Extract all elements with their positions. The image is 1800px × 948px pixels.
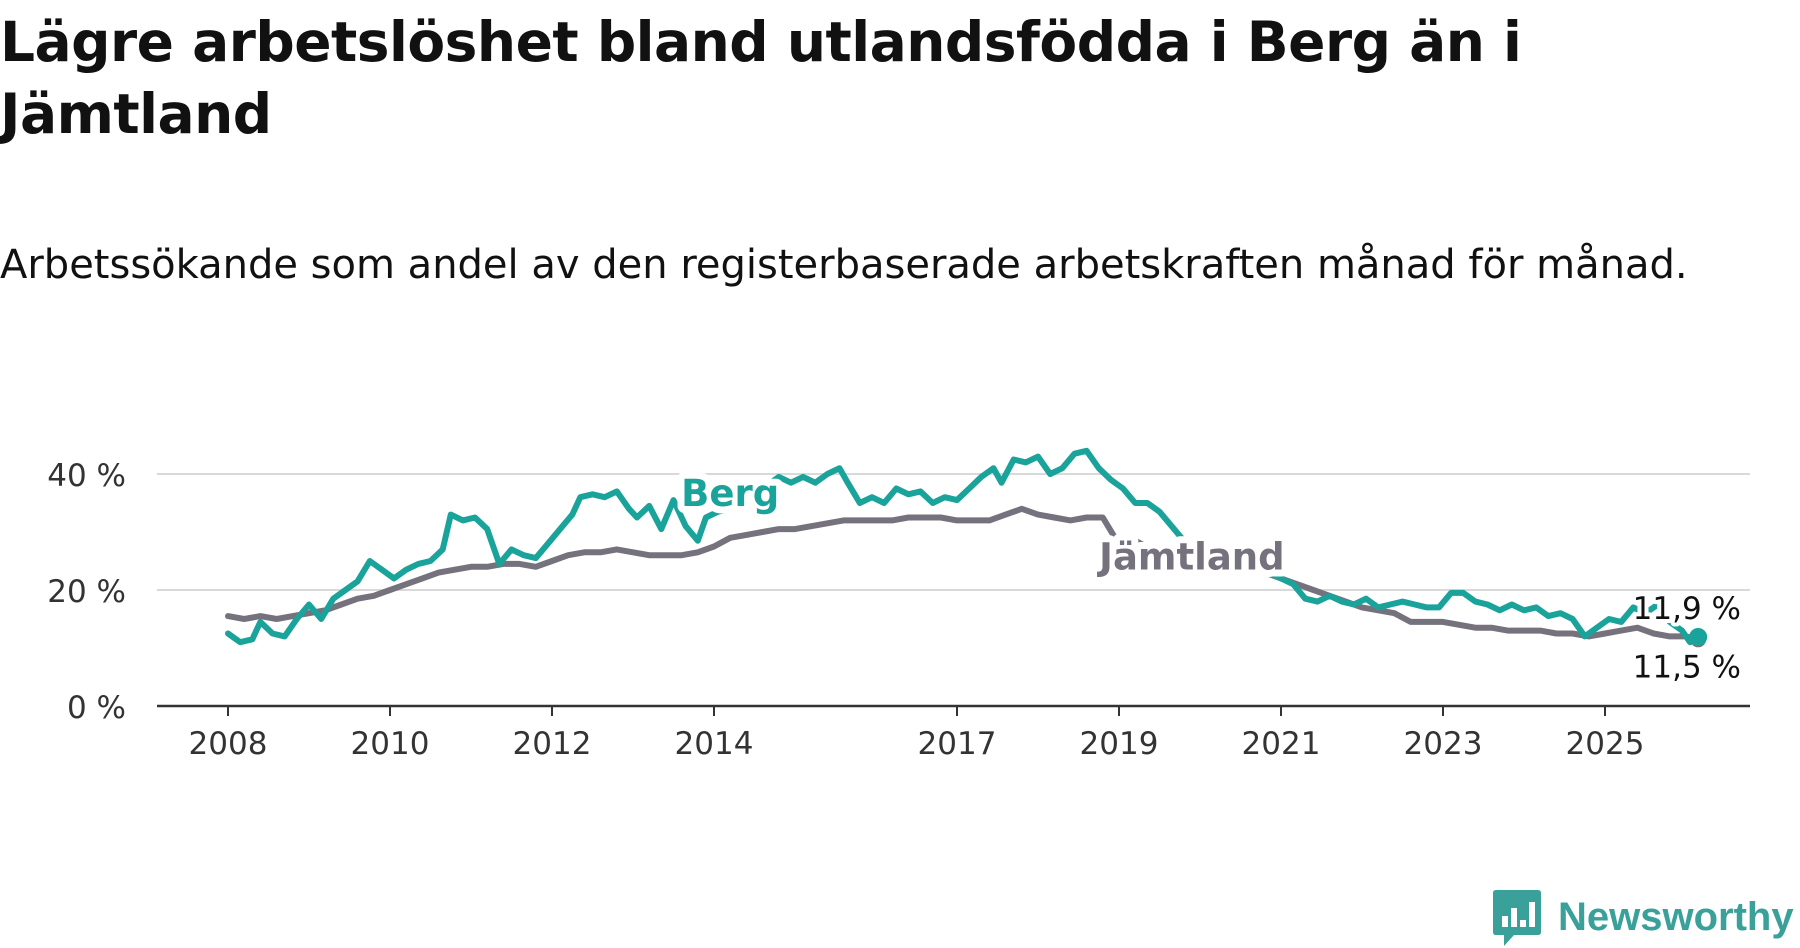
series-labels: Berg Jämtland 11,9 % 11,5 % bbox=[674, 465, 1745, 689]
chart-subtitle: Arbetssökande som andel av den registerb… bbox=[0, 242, 1688, 288]
newsworthy-logo-icon bbox=[1493, 890, 1541, 946]
series-label-jamtland: Jämtland bbox=[1096, 536, 1284, 579]
newsworthy-brand: Newsworthy bbox=[1492, 888, 1798, 948]
x-tick-label: 2017 bbox=[918, 726, 997, 762]
x-tick-label: 2010 bbox=[351, 726, 430, 762]
series-lines bbox=[225, 447, 1708, 648]
end-label-jamtland: 11,5 % bbox=[1633, 649, 1741, 685]
chart-title: Lägre arbetslöshet bland utlandsfödda i … bbox=[0, 10, 1522, 146]
y-tick-label: 20 % bbox=[47, 574, 126, 610]
x-tick-label: 2014 bbox=[675, 726, 754, 762]
x-tick-label: 2021 bbox=[1242, 726, 1321, 762]
axes: 0 % 20 % 40 % 2008 2010 2012 2014 2017 2019 2021 2… bbox=[47, 458, 1750, 762]
series-line-jamtland bbox=[225, 505, 1702, 643]
x-tick-label: 2025 bbox=[1566, 726, 1645, 762]
x-tick-label: 2023 bbox=[1404, 726, 1483, 762]
series-line-berg bbox=[225, 447, 1702, 646]
end-label-berg: 11,9 % bbox=[1633, 591, 1741, 627]
x-tick-label: 2019 bbox=[1080, 726, 1159, 762]
gridlines bbox=[157, 473, 1750, 591]
y-tick-label: 0 % bbox=[67, 690, 126, 726]
y-tick-label: 40 % bbox=[47, 458, 126, 494]
x-tick-label: 2008 bbox=[189, 726, 268, 762]
brand-name: Newsworthy bbox=[1558, 895, 1794, 939]
line-chart: 0 % 20 % 40 % 2008 2010 2012 2014 2017 2019 2021 2… bbox=[47, 447, 1750, 762]
x-tick-label: 2012 bbox=[513, 726, 592, 762]
end-point-berg bbox=[1689, 627, 1708, 646]
series-label-berg: Berg bbox=[681, 472, 779, 515]
